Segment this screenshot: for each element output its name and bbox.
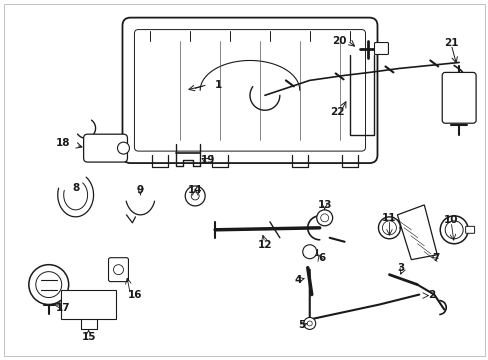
Circle shape — [185, 186, 205, 206]
Text: 1: 1 — [214, 80, 221, 90]
Text: 17: 17 — [55, 302, 70, 312]
Text: 22: 22 — [330, 107, 344, 117]
Text: 18: 18 — [55, 138, 70, 148]
Text: 9: 9 — [137, 185, 143, 195]
Circle shape — [303, 318, 315, 329]
Text: 20: 20 — [332, 36, 346, 46]
Polygon shape — [61, 289, 116, 319]
Circle shape — [320, 214, 328, 222]
Circle shape — [306, 321, 312, 326]
FancyBboxPatch shape — [441, 72, 475, 123]
Text: 2: 2 — [427, 289, 434, 300]
Text: 11: 11 — [382, 213, 396, 223]
Circle shape — [316, 210, 332, 226]
FancyBboxPatch shape — [374, 42, 387, 54]
Text: 8: 8 — [72, 183, 79, 193]
Text: 10: 10 — [443, 215, 458, 225]
FancyBboxPatch shape — [83, 134, 127, 162]
Text: 14: 14 — [187, 185, 202, 195]
Text: 4: 4 — [293, 275, 301, 285]
FancyBboxPatch shape — [465, 226, 474, 233]
Text: 15: 15 — [81, 332, 96, 342]
Text: 3: 3 — [397, 263, 404, 273]
FancyBboxPatch shape — [108, 258, 128, 282]
Circle shape — [117, 142, 129, 154]
Circle shape — [191, 192, 199, 200]
Text: 19: 19 — [201, 155, 215, 165]
Circle shape — [113, 265, 123, 275]
Polygon shape — [397, 205, 436, 260]
FancyBboxPatch shape — [122, 18, 377, 163]
Text: 21: 21 — [443, 37, 458, 48]
Text: 12: 12 — [257, 240, 272, 250]
Text: 6: 6 — [317, 253, 325, 263]
Text: 13: 13 — [317, 200, 331, 210]
Circle shape — [302, 245, 316, 259]
Text: 16: 16 — [128, 289, 142, 300]
Text: 5: 5 — [298, 320, 305, 330]
Text: 7: 7 — [432, 253, 439, 263]
